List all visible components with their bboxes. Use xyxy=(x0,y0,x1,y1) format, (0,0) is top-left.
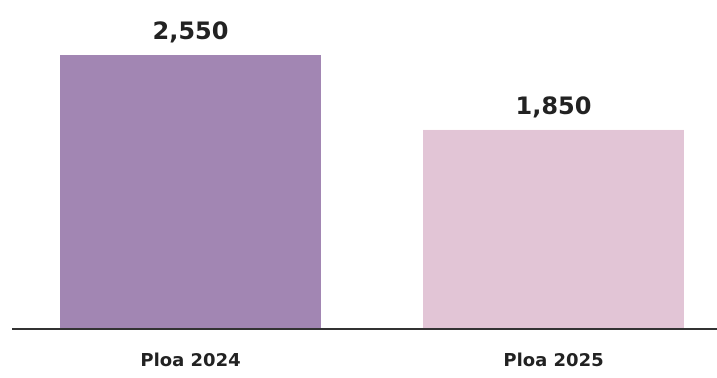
bars-group xyxy=(60,55,684,328)
value-label-ploa-2025: 1,850 xyxy=(516,92,592,120)
bar-ploa-2024 xyxy=(60,55,321,328)
category-label-ploa-2024: Ploa 2024 xyxy=(140,350,240,371)
bar-ploa-2025 xyxy=(423,129,684,328)
value-label-ploa-2024: 2,550 xyxy=(153,17,229,45)
labels-group: 2,550 Ploa 2024 1,850 Ploa 2025 xyxy=(140,17,603,371)
category-label-ploa-2025: Ploa 2025 xyxy=(503,350,603,371)
